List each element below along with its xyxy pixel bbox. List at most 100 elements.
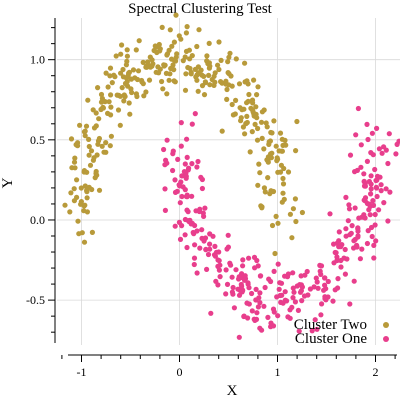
x-tick-label: -1: [77, 365, 87, 379]
cluster-two-point: [128, 76, 134, 82]
cluster-one-point: [229, 274, 235, 280]
cluster-two-point: [84, 209, 90, 215]
cluster-two-point: [230, 112, 236, 118]
cluster-one-point: [336, 244, 342, 250]
cluster-two-point: [225, 70, 231, 76]
cluster-two-point: [280, 181, 287, 187]
cluster-one-point: [364, 158, 370, 164]
cluster-one-point: [311, 284, 317, 290]
cluster-two-point: [280, 190, 286, 196]
cluster-two-point: [239, 107, 245, 113]
cluster-two-point: [281, 196, 287, 202]
cluster-two-point: [293, 218, 299, 225]
cluster-one-point: [235, 286, 241, 292]
cluster-one-point: [275, 261, 281, 267]
cluster-two-point: [223, 81, 229, 87]
cluster-one-point: [252, 317, 258, 323]
cluster-two-point: [173, 12, 179, 18]
cluster-one-point: [177, 236, 184, 242]
cluster-one-point: [298, 273, 304, 279]
cluster-two-point: [94, 172, 100, 178]
cluster-two-point: [259, 135, 265, 141]
cluster-two-point: [118, 51, 124, 57]
cluster-one-point: [352, 205, 358, 211]
cluster-two-point: [274, 158, 280, 164]
cluster-two-point: [292, 196, 298, 202]
cluster-one-point: [207, 246, 213, 252]
cluster-two-point: [290, 206, 296, 212]
cluster-one-point: [183, 170, 189, 176]
cluster-one-point: [253, 286, 259, 292]
cluster-two-point: [282, 137, 288, 143]
cluster-two-point: [236, 81, 243, 87]
cluster-one-point: [177, 183, 183, 189]
cluster-one-point: [223, 291, 229, 297]
cluster-one-point: [372, 166, 378, 173]
cluster-two-point: [215, 62, 221, 68]
cluster-one-point: [285, 271, 291, 277]
cluster-one-point: [266, 276, 272, 282]
cluster-two-point: [78, 185, 84, 191]
cluster-one-point: [233, 267, 239, 273]
cluster-two-point: [293, 148, 299, 154]
cluster-one-point: [318, 312, 324, 318]
cluster-two-point: [299, 209, 305, 216]
cluster-one-point: [294, 283, 300, 289]
cluster-one-point: [378, 182, 384, 188]
cluster-two-point: [254, 137, 261, 143]
cluster-two-point: [194, 77, 200, 83]
cluster-one-point: [367, 212, 373, 218]
cluster-two-point: [159, 78, 165, 85]
cluster-two-point: [147, 54, 153, 60]
cluster-two-point: [166, 47, 172, 53]
cluster-two-point: [212, 79, 218, 85]
cluster-one-point: [236, 292, 243, 298]
cluster-two-point: [113, 53, 119, 59]
cluster-one-point: [343, 194, 349, 200]
cluster-two-point: [139, 77, 145, 84]
cluster-one-point: [258, 273, 264, 279]
cluster-one-point: [215, 257, 221, 263]
cluster-two-point: [218, 57, 224, 64]
cluster-one-point: [177, 200, 183, 206]
cluster-one-point: [182, 187, 188, 193]
cluster-one-point: [194, 164, 200, 170]
cluster-two-point: [146, 77, 153, 83]
cluster-one-point: [296, 328, 302, 334]
cluster-one-point: [361, 171, 367, 177]
cluster-two-point: [108, 133, 114, 139]
cluster-two-point: [264, 157, 270, 163]
cluster-one-point: [230, 284, 236, 291]
cluster-one-point: [342, 271, 348, 277]
cluster-one-point: [246, 285, 252, 291]
cluster-one-point: [189, 121, 195, 127]
cluster-one-point: [199, 227, 205, 233]
cluster-one-point: [353, 132, 359, 138]
cluster-two-point: [188, 71, 194, 77]
legend-label: Cluster One: [295, 331, 367, 347]
cluster-one-point: [270, 306, 277, 312]
cluster-one-point: [359, 246, 365, 252]
cluster-one-point: [370, 152, 376, 158]
cluster-one-point: [370, 198, 376, 204]
cluster-one-point: [213, 249, 220, 255]
cluster-two-point: [117, 122, 123, 128]
cluster-two-point: [202, 79, 208, 85]
cluster-two-point: [184, 24, 190, 30]
cluster-one-point: [365, 136, 371, 143]
cluster-two-point: [196, 27, 202, 33]
cluster-one-point: [190, 229, 196, 236]
cluster-one-point: [215, 282, 221, 288]
y-axis-label: Y: [0, 177, 16, 188]
cluster-two-point: [201, 92, 208, 98]
cluster-two-point: [242, 60, 248, 66]
cluster-one-point: [385, 160, 391, 167]
cluster-two-point: [108, 92, 114, 98]
cluster-one-point: [335, 276, 341, 282]
cluster-two-point: [96, 187, 103, 193]
cluster-two-point: [71, 186, 77, 192]
cluster-one-point: [342, 246, 348, 253]
cluster-two-point: [115, 107, 122, 113]
cluster-one-point: [268, 324, 274, 330]
cluster-one-point: [162, 186, 168, 192]
